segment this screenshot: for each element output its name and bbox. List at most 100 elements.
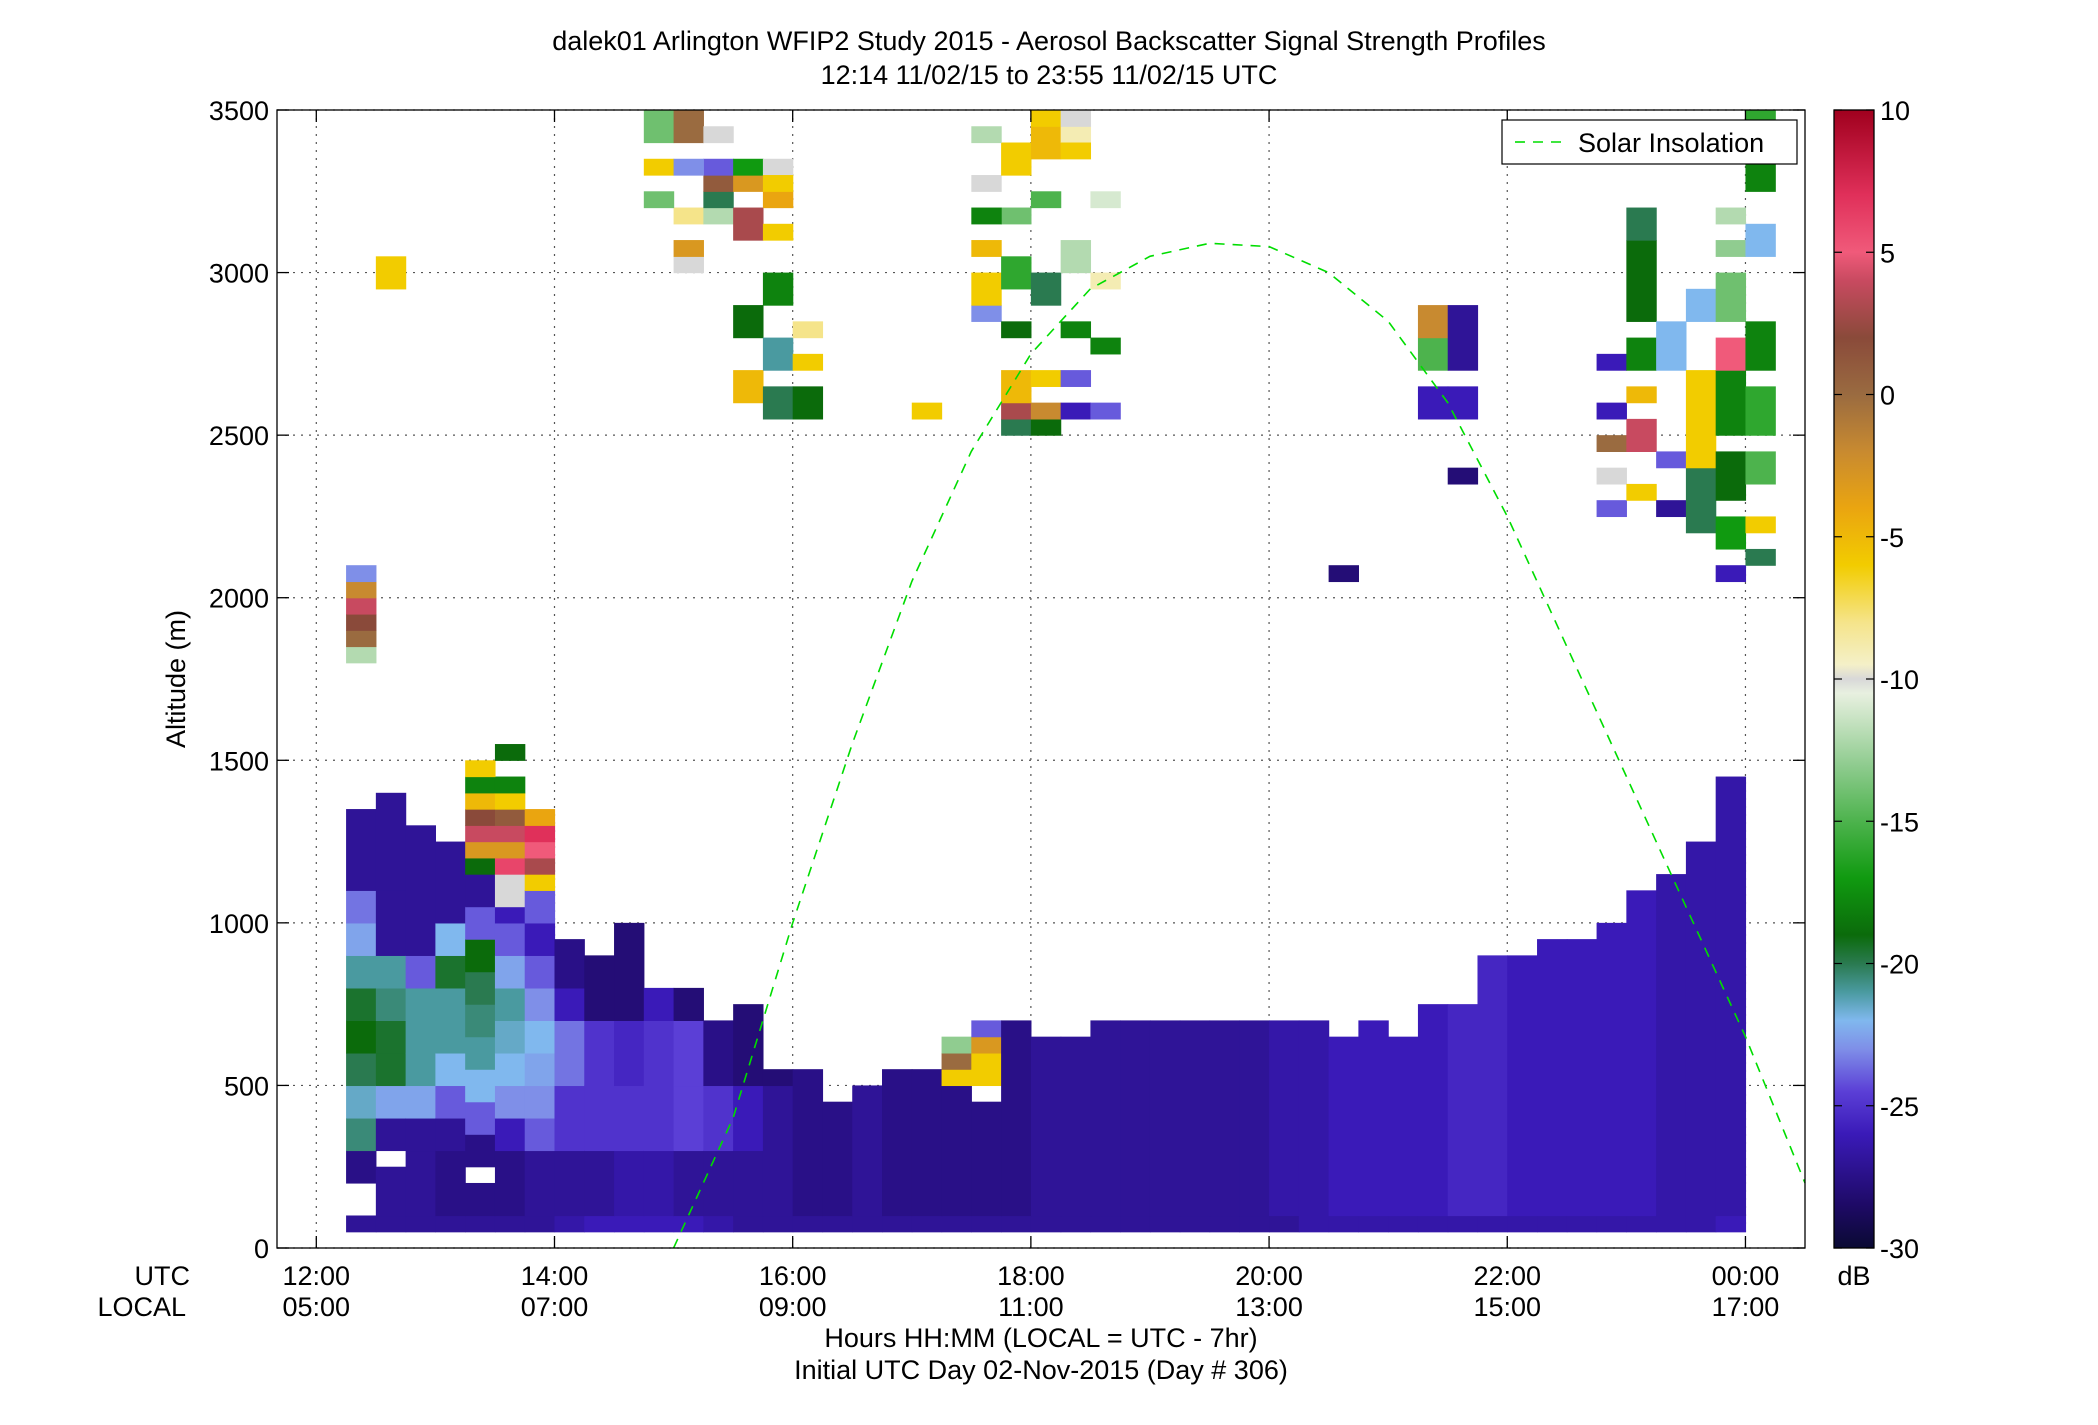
heatmap-cell [1685,467,1717,534]
heatmap-cell [1596,402,1627,420]
heatmap-cell [1179,1020,1211,1217]
heatmap-cell [911,1069,943,1217]
heatmap-cell [346,1215,377,1233]
heatmap-cell [346,1150,377,1184]
heatmap-cell [1745,321,1776,371]
heatmap-cell [494,792,526,810]
heatmap-cell [494,955,526,989]
heatmap-cell [435,955,466,989]
heatmap-cell [1239,1215,1270,1233]
heatmap-cell [1596,435,1627,452]
heatmap-cell [375,955,407,989]
heatmap-cell [882,1069,913,1217]
heatmap-cell [911,402,943,420]
heatmap-cell [346,1117,377,1152]
heatmap-cell [703,1150,734,1217]
heatmap-cell [1715,337,1747,371]
heatmap-cell [971,1215,1002,1233]
heatmap-cell [733,370,764,404]
heatmap-cell [346,613,377,631]
heatmap-cell [524,809,556,826]
heatmap-cell [1388,1036,1419,1217]
heatmap-cell [1209,1020,1240,1217]
heatmap-cell [554,939,585,989]
heatmap-cell [971,1052,1002,1070]
x-axis-label: Hours HH:MM (LOCAL = UTC - 7hr) [824,1323,1257,1353]
heatmap-cell [435,1215,466,1233]
heatmap-cell [465,841,496,859]
heatmap-cell [1001,418,1032,436]
heatmap-cell [375,1020,407,1054]
heatmap-cell [494,825,526,843]
heatmap-cell [614,922,645,1021]
heatmap-cell [494,1052,526,1087]
heatmap-cell [1358,1215,1389,1233]
heatmap-cell [703,175,734,192]
x-tick-label-utc: 00:00 [1712,1261,1780,1291]
heatmap-cell [1269,1020,1300,1217]
colorbar-tick-label: 0 [1880,381,1895,411]
heatmap-cell [703,191,734,209]
heatmap-cell [1030,402,1062,420]
heatmap-cell [1596,1215,1627,1233]
heatmap-cell [1626,337,1657,371]
heatmap-cell [465,792,496,810]
heatmap-cell [1417,337,1449,371]
heatmap-cell [1001,402,1032,420]
heatmap-cell [643,987,675,1021]
heatmap-cell [405,1117,436,1152]
y-axis-label: Altitude (m) [161,610,191,748]
heatmap-cell [1060,1215,1092,1233]
heatmap-cell [762,175,794,192]
heatmap-cell [673,207,704,225]
x-tick-label-local: 07:00 [521,1292,589,1322]
heatmap-cell [1030,191,1062,209]
heatmap-cell [465,1134,496,1168]
heatmap-cell [375,256,407,290]
heatmap-cell [941,1052,972,1070]
heatmap-cell [1120,1020,1151,1217]
heatmap-cell [524,1150,556,1217]
heatmap-cell [584,1085,615,1152]
heatmap-cell [494,841,526,859]
heatmap-cell [465,857,496,875]
colorbar-tick-label: 10 [1880,96,1910,126]
heatmap-cell [554,1085,585,1152]
y-tick-label: 1000 [209,909,269,939]
heatmap-cell [643,1215,675,1233]
heatmap-cell [792,1069,824,1217]
heatmap-cell [971,272,1002,306]
heatmap-cell [614,1020,645,1087]
heatmap-cells [346,110,1776,1233]
solar-insolation-line [672,242,1806,1249]
heatmap-cell [435,987,466,1021]
heatmap-cell [494,1020,526,1054]
heatmap-cell [1090,337,1121,355]
x-tick-label-utc: 14:00 [521,1261,589,1291]
heatmap-cell [1001,207,1032,225]
heatmap-cell [435,1020,466,1054]
heatmap-cell [1656,451,1687,469]
heatmap-cell [524,955,556,989]
heatmap-cell [1537,939,1568,1217]
heatmap-cell [1060,126,1092,144]
heatmap-cell [703,207,734,225]
legend-label: Solar Insolation [1578,128,1764,158]
heatmap-cell [971,1036,1002,1054]
heatmap-cell [1030,1036,1062,1217]
heatmap-cell [1715,207,1747,225]
heatmap-cell [1090,1215,1121,1233]
heatmap-cell [1060,1036,1092,1217]
heatmap-cell [614,1150,645,1217]
heatmap-cell [1596,467,1627,485]
heatmap-cell [733,175,764,192]
heatmap-cell [346,1085,377,1119]
heatmap-cell [554,1215,585,1233]
heatmap-cell [1626,418,1657,452]
heatmap-cell [375,1166,407,1217]
heatmap-cell [1477,1215,1508,1233]
heatmap-cell [1269,1215,1300,1233]
plot-frame [276,109,1806,1249]
heatmap-cell [1149,1215,1181,1233]
heatmap-cell [1715,370,1747,436]
